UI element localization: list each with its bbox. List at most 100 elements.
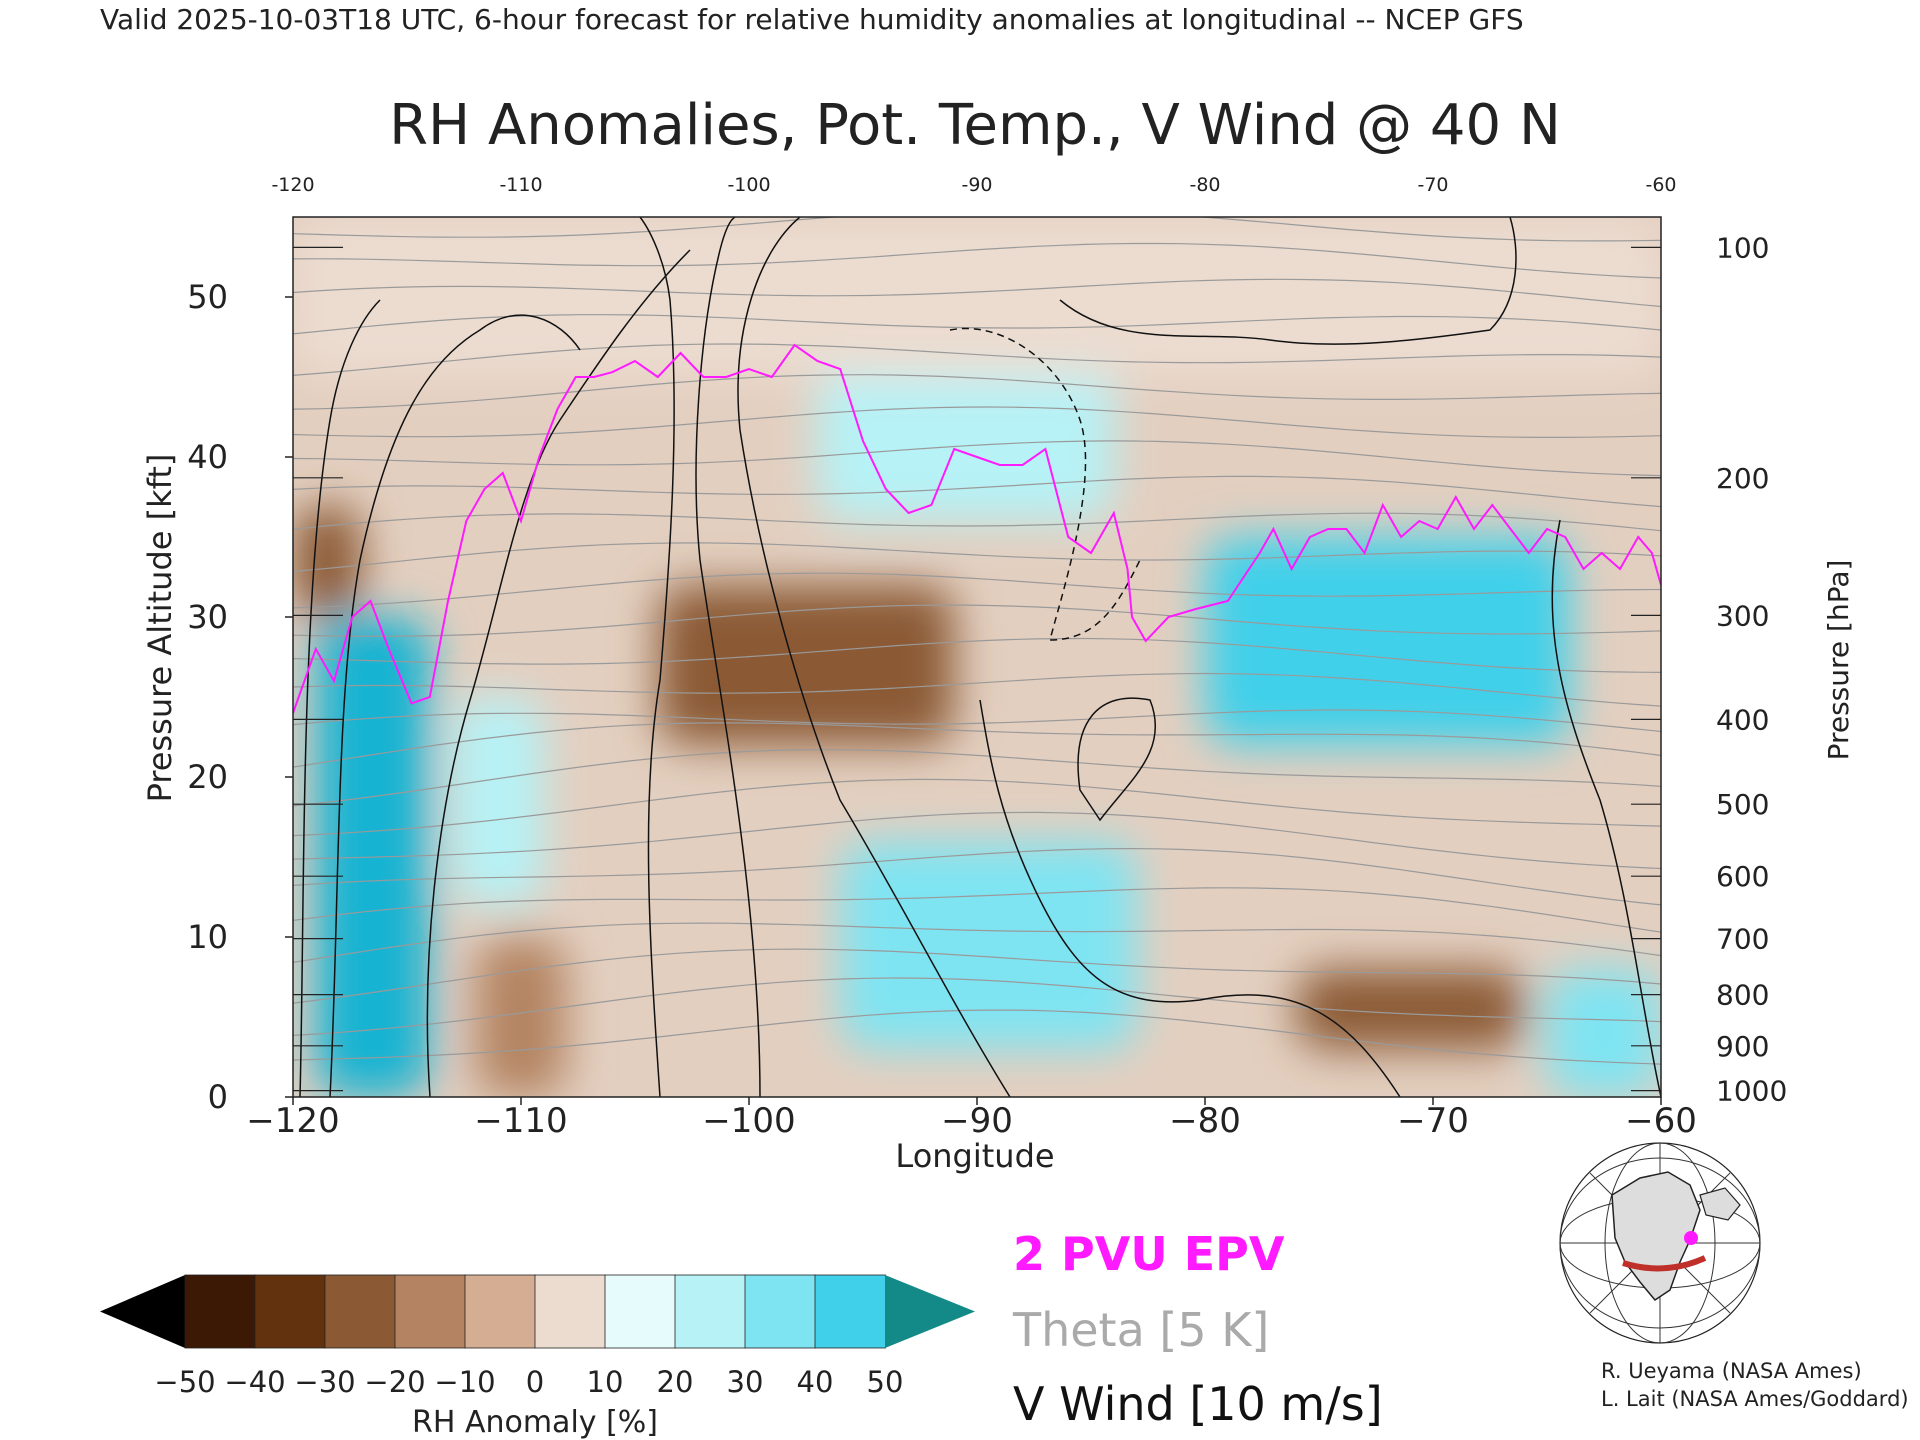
rh-anomaly-region-3 (475, 937, 567, 1097)
colorbar-arrow-low (100, 1275, 185, 1348)
pressure-tick-label: 200 (1716, 462, 1769, 495)
colorbar-segment (324, 1274, 396, 1349)
colorbar-tick-label: −40 (224, 1365, 285, 1399)
x-tick-label: −110 (474, 1101, 567, 1141)
theta-contour (293, 1009, 1661, 1065)
legend: 2 PVU EPV Theta [5 K] V Wind [10 m/s] (1012, 1227, 1383, 1431)
credit-line-2: L. Lait (NASA Ames/Goddard) (1601, 1387, 1909, 1411)
colorbar: −50 −40 −30 −20 −10 0 10 20 30 40 50 RH Anomaly [%… (100, 1274, 975, 1440)
cross-section-path (1622, 1255, 1707, 1272)
theta-contour (293, 475, 1661, 508)
v-wind-contour (426, 249, 691, 1097)
x-tick-label: −100 (702, 1101, 795, 1141)
colorbar-tick-label: 20 (657, 1365, 694, 1399)
x-tick-label: −70 (1397, 1101, 1469, 1141)
theta-contour (293, 572, 1661, 609)
colorbar-tick-label: 40 (797, 1365, 834, 1399)
colorbar-segment (184, 1274, 256, 1349)
top-tick-label: -120 (271, 174, 314, 196)
header-text: Valid 2025-10-03T18 UTC, 6-hour forecast… (100, 3, 1524, 36)
rh-anomaly-region-2 (452, 697, 544, 905)
pressure-tick-label: 400 (1716, 703, 1769, 736)
x-axis: −120 −110 −100 −90 −80 −70 −60 (246, 1097, 1697, 1141)
theta-contour (293, 778, 1661, 837)
legend-theta: Theta [5 K] (1012, 1303, 1269, 1357)
top-tick-label: -100 (727, 174, 770, 196)
pressure-tick-label: 500 (1716, 788, 1769, 821)
v-wind-negative-contour (949, 327, 1141, 641)
y-axis-label: Pressure Altitude [kft] (141, 454, 179, 803)
colorbar-tick-label: 10 (587, 1365, 624, 1399)
rh-anomaly-field (293, 217, 1661, 1097)
top-tick-label: -60 (1645, 174, 1676, 196)
chart-title: RH Anomalies, Pot. Temp., V Wind @ 40 N (389, 93, 1561, 158)
rh-anomaly-region-8 (1296, 969, 1525, 1049)
pressure-tick-marks (293, 246, 1661, 1092)
colorbar-segment (534, 1274, 606, 1349)
theta-contour (293, 749, 1661, 807)
v-wind-contour (329, 314, 581, 1097)
v-wind-contour (737, 217, 1011, 1097)
theta-contour (293, 948, 1661, 1004)
rh-anomaly-region-5 (817, 361, 1114, 521)
top-tick-label: -90 (961, 174, 992, 196)
colorbar-segment (254, 1274, 326, 1349)
top-tick-label: -80 (1189, 174, 1220, 196)
y-tick-label: 30 (187, 598, 228, 636)
rh-anomaly-region-7 (1205, 537, 1570, 745)
colorbar-segment (814, 1274, 886, 1349)
theta-contour (293, 847, 1661, 906)
theta-contour (293, 811, 1661, 870)
colorbar-label: RH Anomaly [%] (412, 1405, 658, 1440)
y-tick-label: 50 (187, 278, 228, 316)
x-tick-label: −90 (941, 1101, 1013, 1141)
colorbar-tick-label: −30 (294, 1365, 355, 1399)
colorbar-segment (674, 1274, 746, 1349)
theta-contour (293, 217, 1661, 242)
rh-anomaly-region-0 (293, 505, 362, 617)
v-wind-contour (695, 217, 761, 1097)
colorbar-tick-label: −10 (434, 1365, 495, 1399)
v-wind-contour (1077, 697, 1156, 822)
theta-contour (293, 343, 1661, 376)
greenland-outline (1699, 1187, 1741, 1221)
pv-2pvu-line (293, 343, 1661, 714)
credit-line-1: R. Ueyama (NASA Ames) (1601, 1359, 1862, 1383)
x-tick-label: −120 (246, 1101, 339, 1141)
legend-vwind: V Wind [10 m/s] (1013, 1377, 1383, 1431)
theta-contour (293, 542, 1661, 573)
colorbar-segment (744, 1274, 816, 1349)
theta-contour (293, 722, 1661, 768)
x-tick-label: −60 (1625, 1101, 1697, 1141)
theta-contour (293, 406, 1661, 438)
top-tick-label: -110 (499, 174, 542, 196)
colorbar-tick-label: −50 (154, 1365, 215, 1399)
theta-contours (293, 217, 1661, 1065)
theta-contour (293, 977, 1661, 1036)
colorbar-tick-label: 50 (867, 1365, 904, 1399)
pressure-tick-label: 100 (1716, 231, 1769, 264)
colorbar-arrow-high (885, 1275, 975, 1348)
theta-contour (293, 374, 1661, 410)
theta-contour (293, 604, 1661, 637)
y-tick-label: 40 (187, 438, 228, 476)
pressure-tick-label: 900 (1716, 1030, 1769, 1063)
v-wind-contour (979, 699, 1401, 1097)
v-wind-contour (1551, 519, 1661, 1097)
legend-pv: 2 PVU EPV (1013, 1227, 1285, 1281)
rh-anomaly-region-6 (840, 841, 1137, 1049)
rh-anomaly-region-9 (1547, 969, 1661, 1097)
theta-contour (293, 637, 1661, 673)
theta-contour (293, 440, 1661, 477)
theta-contour (293, 314, 1661, 335)
pressure-axis-label: Pressure [hPa] (1822, 560, 1855, 761)
pressure-tick-label: 800 (1716, 979, 1769, 1012)
x-axis-label: Longitude (895, 1137, 1054, 1175)
colorbar-segment (394, 1274, 466, 1349)
top-tick-label: -70 (1417, 174, 1448, 196)
v-wind-contours (299, 217, 1661, 1097)
pressure-tick-label: 1000 (1716, 1075, 1787, 1108)
colorbar-tick-label: 30 (727, 1365, 764, 1399)
location-marker (1684, 1231, 1698, 1245)
